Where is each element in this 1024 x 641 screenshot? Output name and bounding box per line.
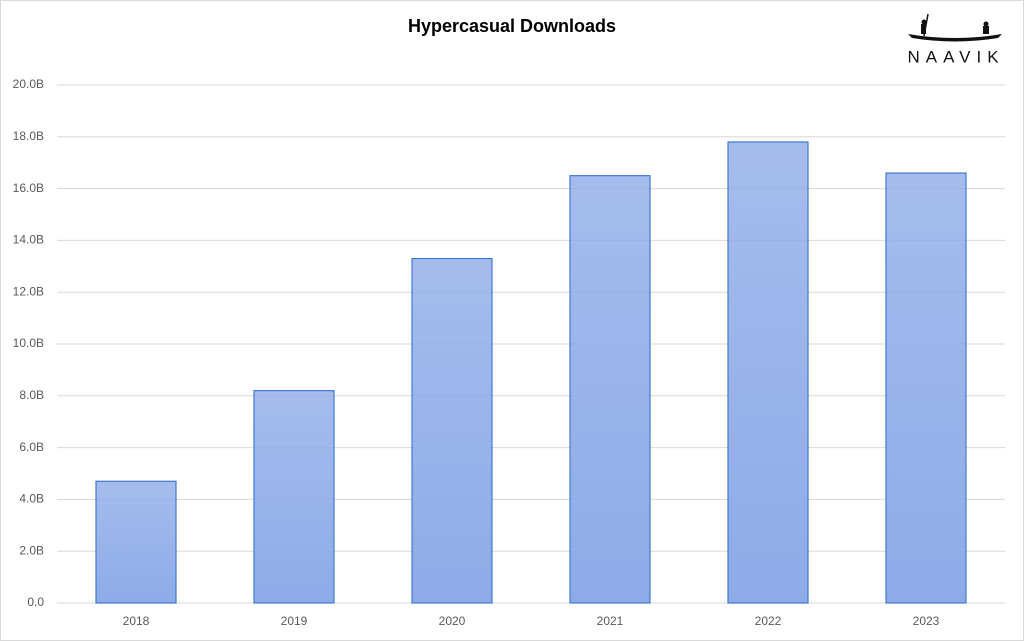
logo-figure [921, 24, 926, 34]
y-tick-label: 8.0B [19, 388, 44, 402]
logo-figure [983, 21, 989, 27]
x-tick-label: 2021 [597, 614, 624, 628]
bar [95, 480, 177, 604]
y-tick-label: 0.0 [27, 595, 44, 609]
y-tick-label: 20.0B [13, 77, 44, 91]
x-tick-label: 2023 [913, 614, 940, 628]
bar [253, 390, 335, 604]
y-tick-label: 4.0B [19, 492, 44, 506]
bar [411, 257, 493, 604]
bar [885, 172, 967, 604]
chart-title: Hypercasual Downloads [408, 16, 616, 36]
y-tick-label: 12.0B [13, 284, 44, 298]
y-tick-label: 18.0B [13, 129, 44, 143]
bar [569, 175, 651, 604]
logo-figure [983, 26, 989, 34]
y-tick-label: 2.0B [19, 543, 44, 557]
y-tick-label: 16.0B [13, 181, 44, 195]
logo: NAAVIK [907, 13, 1004, 66]
logo-figure [921, 19, 927, 25]
x-tick-label: 2019 [281, 614, 308, 628]
x-tick-label: 2020 [439, 614, 466, 628]
x-tick-label: 2018 [123, 614, 150, 628]
x-tick-label: 2022 [755, 614, 782, 628]
y-tick-label: 14.0B [13, 233, 44, 247]
y-tick-label: 10.0B [13, 336, 44, 350]
y-tick-label: 6.0B [19, 440, 44, 454]
logo-text: NAAVIK [907, 47, 1004, 66]
logo-boat [908, 34, 1002, 42]
bar [727, 141, 809, 604]
